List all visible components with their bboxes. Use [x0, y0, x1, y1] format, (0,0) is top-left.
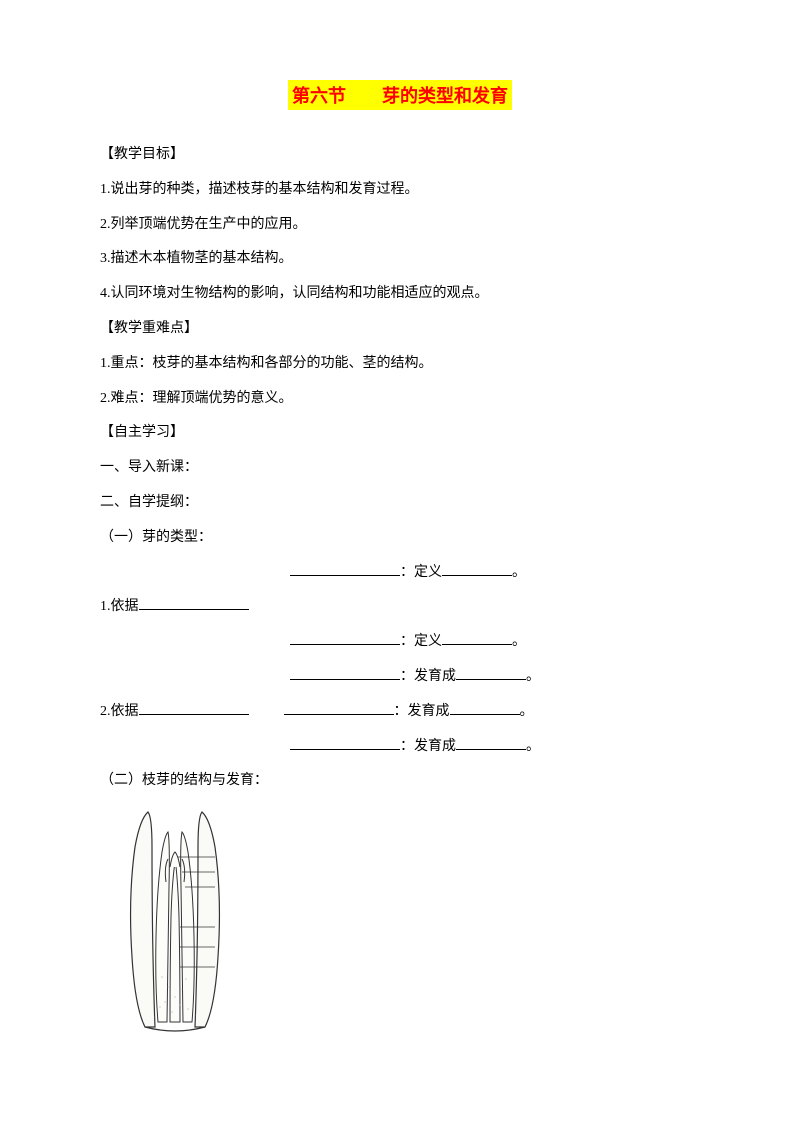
- def-row-1: ：定义 。: [100, 558, 700, 589]
- period: 。: [512, 565, 526, 580]
- period: 。: [512, 634, 526, 649]
- bud-diagram: [110, 807, 700, 1042]
- dev-row-1: ：发育成 。: [100, 662, 700, 693]
- title-container: 第六节 芽的类型和发育: [100, 80, 700, 110]
- page-title: 第六节 芽的类型和发育: [288, 80, 512, 110]
- basis-2-row: 2.依据 ：发育成 。: [100, 697, 700, 728]
- objective-4: 4.认同环境对生物结构的影响，认同结构和功能相适应的观点。: [100, 279, 700, 310]
- blank: [450, 699, 520, 715]
- difficulty-2: 2.难点：理解顶端优势的意义。: [100, 384, 700, 415]
- dev-label: ：发育成: [394, 704, 450, 719]
- blank: [290, 560, 400, 576]
- blank: [442, 560, 512, 576]
- bud-svg: [110, 807, 240, 1037]
- objectives-header: 【教学目标】: [100, 140, 700, 171]
- def-label: ：定义: [400, 634, 442, 649]
- dev-row-3: ：发育成 。: [100, 732, 700, 763]
- blank: [442, 629, 512, 645]
- objective-3: 3.描述木本植物茎的基本结构。: [100, 244, 700, 275]
- auto-1: 一、导入新课：: [100, 453, 700, 484]
- blank: [456, 734, 526, 750]
- blank: [139, 594, 249, 610]
- objective-1: 1.说出芽的种类，描述枝芽的基本结构和发育过程。: [100, 175, 700, 206]
- blank: [290, 629, 400, 645]
- basis-1-label: 1.依据: [100, 599, 139, 614]
- autonomous-header: 【自主学习】: [100, 418, 700, 449]
- blank: [456, 664, 526, 680]
- difficulty-1: 1.重点：枝芽的基本结构和各部分的功能、茎的结构。: [100, 349, 700, 380]
- def-row-2: ：定义 。: [100, 627, 700, 658]
- basis-1-row: 1.依据: [100, 592, 700, 623]
- blank: [139, 699, 249, 715]
- blank: [284, 699, 394, 715]
- dev-label: ：发育成: [400, 739, 456, 754]
- type-header: （一）芽的类型：: [100, 523, 700, 554]
- difficulties-header: 【教学重难点】: [100, 314, 700, 345]
- dev-label: ：发育成: [400, 669, 456, 684]
- basis-2-label: 2.依据: [100, 704, 139, 719]
- blank: [290, 664, 400, 680]
- def-label: ：定义: [400, 565, 442, 580]
- period: 。: [520, 704, 534, 719]
- structure-header: （二）枝芽的结构与发育：: [100, 766, 700, 797]
- period: 。: [526, 739, 540, 754]
- auto-2: 二、自学提纲：: [100, 488, 700, 519]
- objective-2: 2.列举顶端优势在生产中的应用。: [100, 210, 700, 241]
- blank: [290, 734, 400, 750]
- period: 。: [526, 669, 540, 684]
